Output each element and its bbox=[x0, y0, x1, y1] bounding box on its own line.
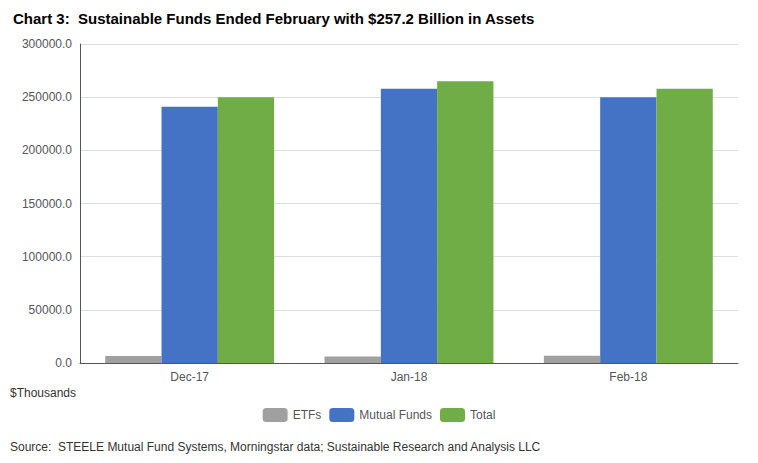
svg-text:0.0: 0.0 bbox=[55, 356, 72, 370]
svg-text:Feb-18: Feb-18 bbox=[609, 370, 647, 384]
svg-text:Total: Total bbox=[470, 408, 495, 422]
svg-text:50000.0: 50000.0 bbox=[29, 303, 73, 317]
svg-text:200000.0: 200000.0 bbox=[22, 143, 72, 157]
svg-text:Jan-18: Jan-18 bbox=[391, 370, 428, 384]
svg-text:150000.0: 150000.0 bbox=[22, 197, 72, 211]
svg-text:100000.0: 100000.0 bbox=[22, 250, 72, 264]
svg-text:ETFs: ETFs bbox=[293, 408, 322, 422]
svg-text:Source: STEELE Mutual Fund Sy: Source: STEELE Mutual Fund Systems, Morn… bbox=[10, 440, 541, 454]
svg-text:Chart 3: Sustainable Funds En: Chart 3: Sustainable Funds Ended Februar… bbox=[13, 10, 534, 27]
svg-text:300000.0: 300000.0 bbox=[22, 37, 72, 51]
svg-text:$Thousands: $Thousands bbox=[10, 386, 76, 400]
svg-text:Mutual Funds: Mutual Funds bbox=[359, 408, 432, 422]
svg-text:Dec-17: Dec-17 bbox=[170, 370, 209, 384]
svg-text:250000.0: 250000.0 bbox=[22, 90, 72, 104]
